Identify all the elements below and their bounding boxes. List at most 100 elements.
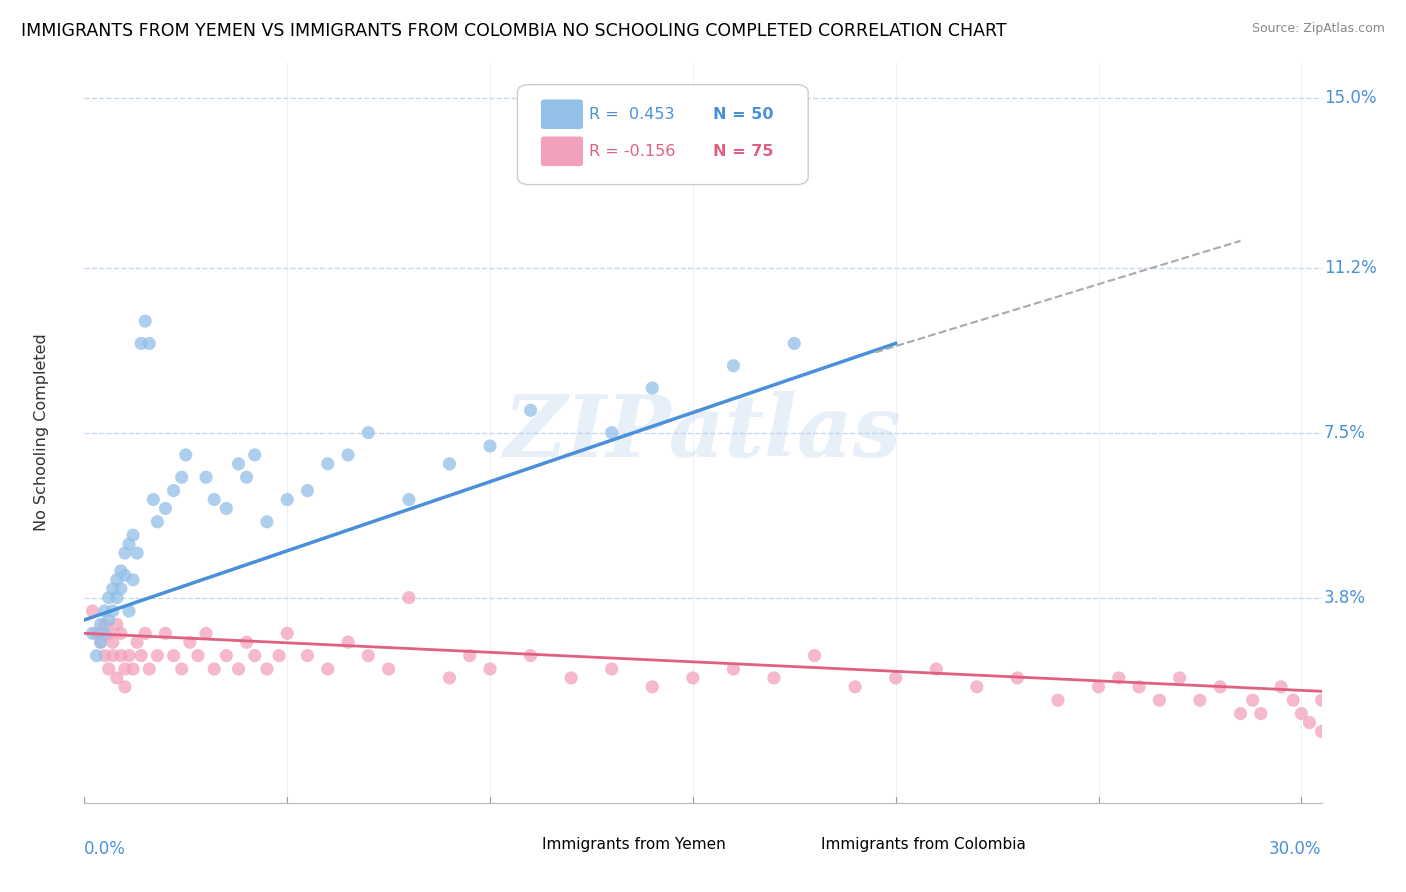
Text: N = 75: N = 75 <box>713 144 773 159</box>
Point <box>215 501 238 516</box>
Point <box>101 604 124 618</box>
Point <box>101 582 124 596</box>
Point <box>90 635 112 649</box>
Point <box>337 635 360 649</box>
Point <box>110 648 132 663</box>
Point <box>316 662 339 676</box>
Point <box>884 671 907 685</box>
Text: R = -0.156: R = -0.156 <box>589 144 675 159</box>
Point <box>97 613 120 627</box>
Point <box>1282 693 1305 707</box>
Point <box>179 635 201 649</box>
Point <box>174 448 197 462</box>
Text: 11.2%: 11.2% <box>1324 259 1376 277</box>
Point <box>243 448 266 462</box>
Point <box>202 492 225 507</box>
Point <box>114 680 136 694</box>
Point <box>560 671 582 685</box>
Point <box>118 648 141 663</box>
Point <box>398 492 420 507</box>
Point <box>267 648 290 663</box>
Point <box>155 626 177 640</box>
Point <box>228 662 250 676</box>
Text: Immigrants from Colombia: Immigrants from Colombia <box>821 837 1025 852</box>
Point <box>803 648 825 663</box>
Point <box>162 483 184 498</box>
Point <box>1007 671 1029 685</box>
Point <box>110 564 132 578</box>
Point <box>783 336 806 351</box>
Text: 30.0%: 30.0% <box>1270 840 1322 858</box>
Point <box>641 381 664 395</box>
Point <box>114 546 136 560</box>
Point <box>1310 724 1333 739</box>
Point <box>82 604 104 618</box>
Point <box>316 457 339 471</box>
Point <box>118 537 141 551</box>
Point <box>101 635 124 649</box>
FancyBboxPatch shape <box>489 828 536 861</box>
Point <box>162 648 184 663</box>
FancyBboxPatch shape <box>517 85 808 185</box>
Point <box>297 648 319 663</box>
Text: 7.5%: 7.5% <box>1324 424 1367 442</box>
Point <box>105 573 128 587</box>
Point <box>86 626 108 640</box>
Point <box>118 604 141 618</box>
Point <box>723 359 745 373</box>
Point <box>256 662 278 676</box>
Point <box>1108 671 1130 685</box>
Point <box>93 617 115 632</box>
Point <box>146 515 169 529</box>
Point <box>519 403 541 417</box>
Point <box>276 626 298 640</box>
Point <box>1188 693 1211 707</box>
Point <box>90 617 112 632</box>
Point <box>439 457 461 471</box>
Point <box>86 648 108 663</box>
Point <box>256 515 278 529</box>
Point <box>1310 693 1333 707</box>
Text: 0.0%: 0.0% <box>84 840 127 858</box>
Point <box>1250 706 1272 721</box>
Point <box>479 662 502 676</box>
Point <box>114 568 136 582</box>
Point <box>297 483 319 498</box>
Text: N = 50: N = 50 <box>713 107 773 122</box>
Point <box>187 648 209 663</box>
Point <box>122 662 145 676</box>
Point <box>762 671 785 685</box>
Point <box>1209 680 1232 694</box>
Point <box>235 470 257 484</box>
Point <box>1298 715 1320 730</box>
Point <box>202 662 225 676</box>
Point <box>105 671 128 685</box>
Text: 15.0%: 15.0% <box>1324 89 1376 107</box>
Point <box>142 492 165 507</box>
Point <box>138 336 160 351</box>
Point <box>1168 671 1191 685</box>
Point <box>110 626 132 640</box>
Text: R =  0.453: R = 0.453 <box>589 107 675 122</box>
Point <box>357 648 380 663</box>
Point <box>138 662 160 676</box>
Point <box>1270 680 1292 694</box>
Point <box>122 528 145 542</box>
Point <box>97 626 120 640</box>
Point <box>398 591 420 605</box>
Text: ZIPatlas: ZIPatlas <box>503 391 903 475</box>
Point <box>129 336 152 351</box>
Point <box>1229 706 1251 721</box>
Point <box>195 470 218 484</box>
Point <box>127 546 149 560</box>
Point <box>844 680 866 694</box>
Point <box>93 626 115 640</box>
Point <box>134 626 156 640</box>
Point <box>97 591 120 605</box>
Point <box>1241 693 1264 707</box>
Point <box>228 457 250 471</box>
Text: 3.8%: 3.8% <box>1324 589 1367 607</box>
Point <box>519 648 541 663</box>
Point <box>101 648 124 663</box>
Point <box>458 648 481 663</box>
